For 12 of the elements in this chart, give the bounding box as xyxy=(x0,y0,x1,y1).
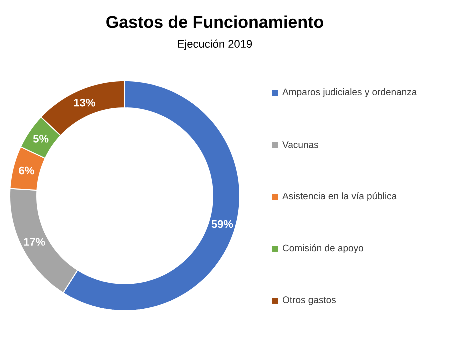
data-label: 13% xyxy=(74,98,96,107)
legend-label: Amparos judiciales y ordenanza xyxy=(282,88,418,98)
legend-label: Asistencia en la vía pública xyxy=(282,192,398,202)
data-label: 17% xyxy=(24,238,46,246)
data-label: 6% xyxy=(19,166,34,175)
data-label: 59% xyxy=(212,220,234,228)
legend-label: Vacunas xyxy=(282,142,318,148)
chart-title: Gastos de Funcionamiento xyxy=(106,16,324,28)
legend-label: Otros gastos xyxy=(282,296,336,306)
legend-label: Comisión de apoyo xyxy=(283,244,364,254)
data-label: 5% xyxy=(33,135,49,143)
chart-subtitle: Ejecución 2019 xyxy=(178,40,252,50)
